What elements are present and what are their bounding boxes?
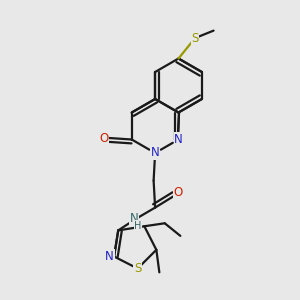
Text: H: H	[134, 220, 142, 231]
Text: N: N	[151, 146, 160, 160]
Text: N: N	[174, 133, 183, 146]
Text: N: N	[105, 250, 114, 263]
Text: N: N	[130, 212, 139, 226]
Text: S: S	[134, 262, 141, 275]
Text: O: O	[174, 186, 183, 199]
Text: O: O	[99, 131, 109, 145]
Text: S: S	[191, 32, 199, 45]
